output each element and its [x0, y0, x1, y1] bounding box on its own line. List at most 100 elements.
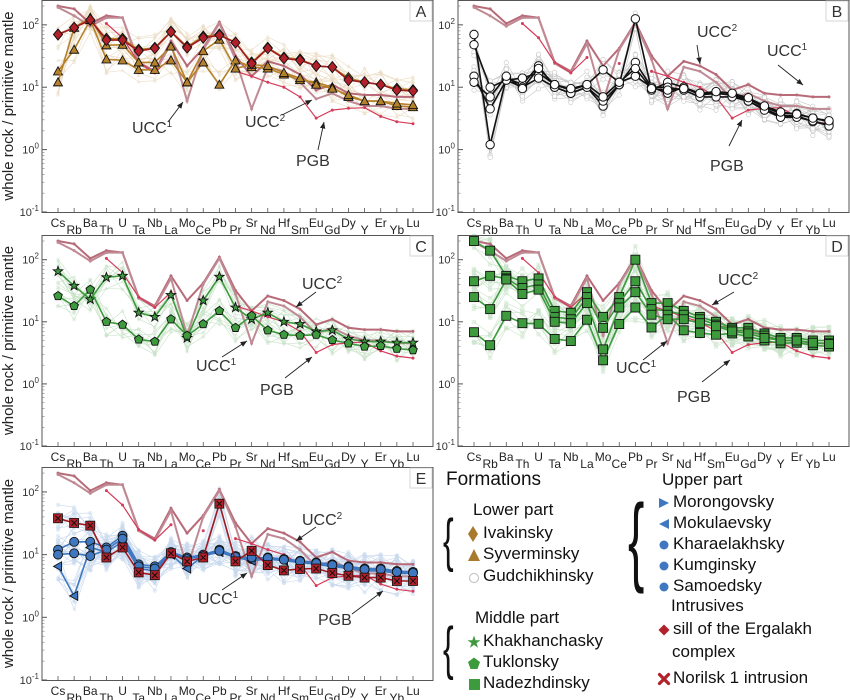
x-tick-label: Hf [278, 216, 291, 230]
reference-point-ucc1 [363, 93, 367, 97]
background-sample-point [201, 23, 206, 30]
background-sample-point [184, 68, 190, 73]
background-sample-point [152, 35, 158, 42]
background-sample-point [104, 25, 109, 31]
background-sample-point [71, 33, 77, 38]
x-tick-label: Mo [179, 216, 196, 230]
background-sample-point [184, 36, 190, 42]
background-sample-point [120, 68, 125, 73]
legend-label: Khakhanchasky [483, 631, 604, 650]
background-sample-point [330, 78, 335, 83]
background-sample-point [265, 37, 270, 43]
panel-label-text: A [416, 4, 427, 21]
background-sample-point [217, 43, 222, 50]
background-sample-point [330, 76, 335, 81]
background-sample-point [88, 6, 93, 11]
data-point [359, 76, 370, 89]
x-tick-label: Rb [482, 223, 498, 237]
reference-point-ucc1 [395, 95, 399, 99]
x-tick-label: Yb [390, 223, 405, 237]
background-sample-point [378, 69, 383, 75]
background-sample-point [120, 28, 125, 35]
background-sample-point [136, 79, 141, 84]
y-tick-exponent: -1 [32, 204, 40, 213]
data-point [52, 28, 64, 41]
legend-title: Formations [446, 469, 542, 490]
data-point [214, 79, 225, 89]
background-sample-point [297, 50, 303, 56]
background-sample-point [330, 52, 335, 58]
x-tick-label: Mo [595, 216, 612, 230]
background-sample-point [249, 50, 254, 56]
x-tick-label: Ta [132, 223, 145, 237]
reference-point-pgb [330, 108, 334, 112]
background-sample-point [71, 41, 77, 46]
background-sample-point [120, 29, 125, 35]
background-sample-point [362, 111, 367, 116]
diamond-icon [657, 622, 671, 636]
background-sample-point [88, 30, 93, 35]
background-sample-point [297, 67, 303, 74]
plot-frame [457, 0, 850, 213]
background-sample-point [168, 71, 174, 76]
background-sample-point [378, 71, 383, 77]
background-sample-point [55, 25, 61, 31]
data-point [246, 57, 257, 70]
background-sample-point [184, 71, 190, 76]
plot-frame [41, 0, 434, 213]
panel-label: B [825, 0, 849, 22]
background-sample-point [120, 51, 125, 56]
legend-label: sill of the Ergalakh [673, 619, 812, 638]
background-sample-point [104, 29, 109, 35]
background-sample-point [88, 2, 93, 7]
x-tick-label: Yb [806, 223, 821, 237]
background-sample-point [330, 74, 335, 80]
background-sample-point [297, 64, 303, 70]
x-tick-label: Sm [707, 223, 725, 237]
annotation-label: PGB [296, 153, 330, 170]
data-point [262, 60, 274, 70]
legend-item-khakhanchasky: Khakhanchasky [467, 631, 603, 651]
background-sample-point [346, 86, 351, 92]
y-tick-exponent: 2 [451, 17, 456, 26]
background-sample-point [600, 57, 606, 63]
background-sample-point [330, 93, 335, 98]
x-tick-label: Th [99, 223, 113, 237]
data-point [101, 33, 112, 47]
background-sample-point [217, 87, 222, 92]
annotation-pgb: PGB [296, 121, 330, 170]
data-point [133, 44, 144, 58]
diamond-icon [467, 526, 481, 542]
data-point [343, 89, 354, 100]
background-sample-point [184, 66, 190, 71]
data-point [230, 36, 241, 49]
circle-icon [657, 579, 671, 593]
background-sample-line [57, 5, 414, 103]
background-sample-point [184, 52, 190, 58]
background-sample-point [88, 4, 93, 10]
data-point [294, 54, 306, 67]
reference-point-ucc1 [72, 7, 76, 11]
legend-item-nadezhdinsky: Nadezhdinsky [467, 673, 590, 693]
annotation-superscript: 2 [280, 113, 286, 124]
background-sample-point [233, 46, 238, 52]
data-point [407, 84, 419, 98]
background-sample-point [410, 115, 416, 120]
background-sample-point [281, 46, 287, 52]
data-point [198, 31, 209, 44]
legend-label: Tuklonsky [483, 652, 559, 671]
background-sample-point [88, 5, 93, 11]
background-sample-point [120, 25, 125, 31]
legend-item-gudchikhinsky: Gudchikhinsky [467, 566, 594, 586]
reference-point-pgb [363, 106, 367, 110]
data-point [327, 83, 338, 93]
background-sample-point [55, 89, 61, 94]
background-sample-point [233, 78, 238, 83]
series-sill-of-the-ergalakh-complex [52, 13, 419, 98]
background-sample-point [136, 36, 141, 42]
x-tick-label: La [580, 223, 594, 237]
x-tick-label: Pb [628, 216, 643, 230]
background-sample-point [88, 25, 93, 30]
panel-label-box [409, 0, 433, 22]
